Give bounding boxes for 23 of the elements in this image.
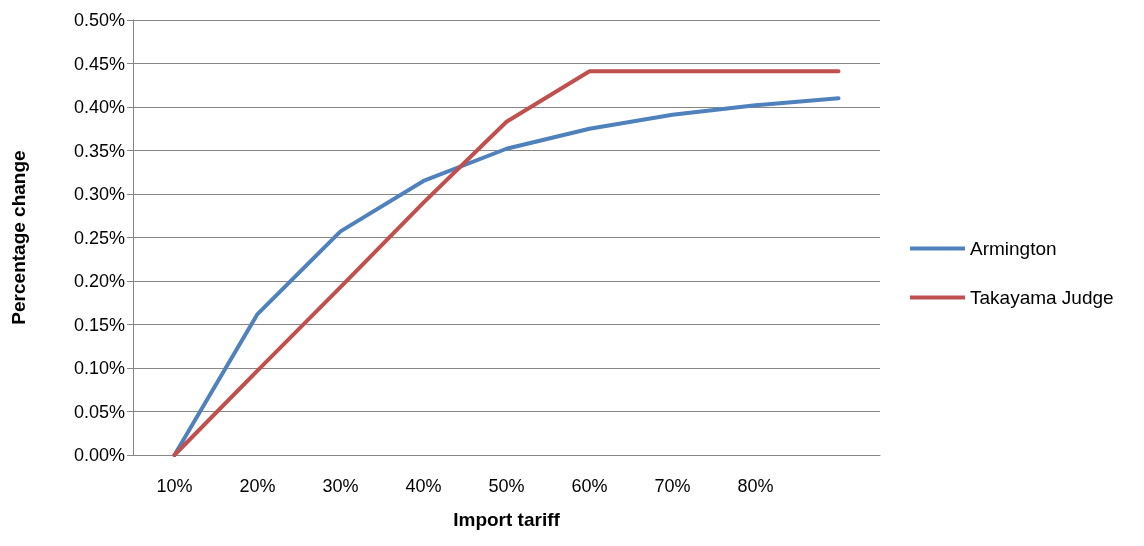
y-tick-label: 0.50% xyxy=(73,10,125,30)
y-tick-label: 0.40% xyxy=(73,97,125,117)
y-tick-label: 0.25% xyxy=(73,227,125,248)
x-axis-title: Import tariff xyxy=(453,509,561,530)
x-tick-label: 80% xyxy=(737,476,774,496)
y-tick-label: 0.00% xyxy=(73,445,125,465)
y-tick-label: 0.05% xyxy=(73,401,125,422)
x-tick-label: 50% xyxy=(488,476,525,496)
x-tick-label: 40% xyxy=(405,476,442,496)
y-tick-label: 0.10% xyxy=(73,358,125,378)
y-tick-label: 0.35% xyxy=(73,140,125,161)
legend-label: Takayama Judge xyxy=(970,287,1114,308)
x-tick-label: 20% xyxy=(239,476,276,496)
x-tick-label: 60% xyxy=(571,476,608,496)
x-tick-label: 10% xyxy=(156,476,193,496)
y-tick-label: 0.45% xyxy=(73,53,125,74)
x-tick-label: 30% xyxy=(322,476,359,496)
x-tick-label: 70% xyxy=(654,476,691,496)
y-tick-label: 0.20% xyxy=(73,271,125,291)
y-tick-label: 0.30% xyxy=(73,184,125,204)
legend-label: Armington xyxy=(970,238,1057,259)
y-tick-label: 0.15% xyxy=(73,314,125,335)
y-axis-title: Percentage change xyxy=(8,150,29,325)
